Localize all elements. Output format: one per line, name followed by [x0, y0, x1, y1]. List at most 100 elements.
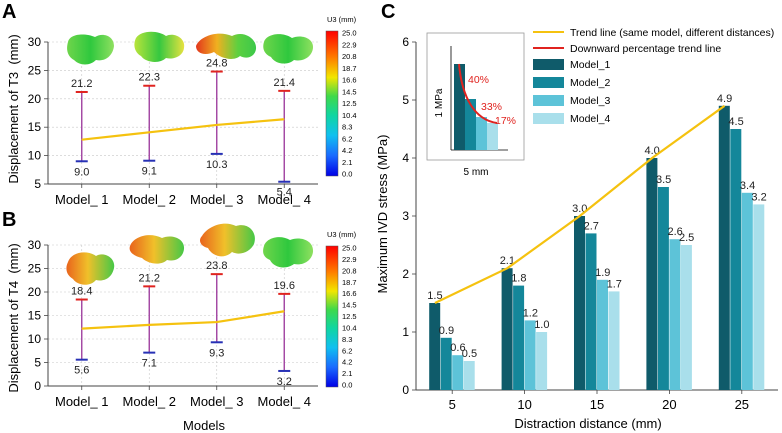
x-tick-label-a: Model_ 2: [123, 192, 176, 207]
colorbar-tick-a: 12.5: [342, 99, 357, 108]
colorbar-tick-b: 18.7: [342, 278, 357, 287]
bar-model-2: [513, 285, 525, 390]
y-tick-label-b: 0: [34, 379, 41, 393]
bar-model-2: [730, 129, 742, 390]
vertebra-render-b2: [129, 235, 185, 264]
y-tick-label-b: 15: [28, 309, 42, 323]
bar-model-3: [452, 355, 464, 390]
min-label-b: 3.2: [277, 376, 292, 388]
bar-label-model-4: 0.5: [462, 348, 477, 360]
bar-model-3: [741, 192, 753, 390]
colorbar-tick-a: 14.5: [342, 87, 357, 96]
max-label-a: 21.4: [274, 77, 295, 89]
bar-label-model-1: 4.9: [717, 93, 732, 105]
x-tick-label-b: Model_ 1: [55, 394, 108, 409]
bar-label-model-2: 0.9: [439, 325, 454, 337]
y-tick-label-c: 3: [402, 209, 409, 223]
y-tick-label-a: 10: [28, 149, 42, 163]
colorbar-tick-b: 4.2: [342, 358, 352, 367]
panel-b: B Displacement of T4 (mm) Models 0 5 10 15 2…: [2, 209, 357, 433]
legend-label-model-3: Model_3: [570, 95, 610, 107]
vertebra-render-a4: [263, 34, 314, 64]
max-label-b: 19.6: [274, 280, 295, 292]
colorbar-tick-b: 22.9: [342, 255, 357, 264]
colorbar-ticks-a: 25.0 22.9 20.8 18.7 16.6 14.5 12.5 10.4 8.3 6.2 4.…: [342, 29, 357, 179]
max-label-a: 21.2: [71, 78, 92, 90]
max-label-a: 24.8: [206, 58, 227, 70]
y-tick-label-a: 15: [28, 120, 42, 134]
trend-line-c: [434, 104, 726, 304]
bar-model-3: [524, 320, 536, 390]
colorbar-tick-a: 6.2: [342, 134, 352, 143]
vertebra-render-b4: [263, 237, 314, 268]
y-tick-label-b: 10: [28, 332, 42, 346]
panel-a: A Displacement of T3 (mm) 5 10 15 20 25 30 Mod…: [2, 1, 357, 207]
x-tick-label-c: 25: [735, 397, 749, 412]
bar-model-2: [585, 233, 597, 390]
legend-swatch-model-1: [533, 59, 564, 70]
plot-area-a: 5 10 15 20 25 30 Model_ 1 Model_ 2 Model_ 3 Model…: [28, 35, 318, 207]
colorbar-tick-a: 18.7: [342, 64, 357, 73]
bar-model-4: [536, 332, 548, 390]
colorbar-tick-a: 22.9: [342, 40, 357, 49]
y-axis-label-a: Displacement of T3 (mm): [6, 34, 21, 183]
x-tick-label-c: 20: [662, 397, 676, 412]
inset-bar-model-1: [454, 64, 465, 150]
bar-label-model-3: 1.2: [523, 307, 538, 319]
bar-model-4: [463, 361, 475, 390]
legend-label-downward: Downward percentage trend line: [570, 43, 721, 55]
bar-label-model-2: 4.5: [728, 116, 743, 128]
x-tick-label-b: Model_ 3: [190, 394, 243, 409]
inset-y-label: 1 MPa: [434, 88, 445, 117]
colorbar-tick-a: 20.8: [342, 52, 357, 61]
legend-label-model-1: Model_1: [570, 59, 610, 71]
min-label-a: 9.0: [74, 166, 89, 178]
mean-line-a: [81, 118, 285, 141]
legend-swatch-model-3: [533, 95, 564, 106]
inset-percent-2: 33%: [481, 101, 502, 113]
bar-model-3: [597, 279, 608, 390]
colorbar-title-b: U3 (mm): [327, 230, 357, 239]
x-tick-label-a: Model_ 3: [190, 192, 243, 207]
y-tick-label-a: 30: [28, 35, 42, 49]
plot-area-b: 0 5 10 15 20 25 30 Model_ 1 Model_ 2 Model_ 3 Mode…: [28, 238, 318, 409]
x-tick-label-c: 15: [590, 397, 604, 412]
min-label-a: 5.4: [277, 187, 292, 199]
colorbar-tick-a: 10.4: [342, 111, 357, 120]
legend-c: Trend line (same model, different distan…: [533, 27, 774, 125]
legend-swatch-model-4: [533, 113, 564, 124]
inset-percent-3: 17%: [495, 115, 516, 127]
max-label-b: 21.2: [139, 272, 160, 284]
colorbar-tick-b: 25.0: [342, 244, 357, 253]
bar-model-1: [718, 105, 730, 391]
colorbar-b: U3 (mm) 25.0 22.9 20.8 18.7 16.6 14.5 12.5 10.4…: [325, 230, 357, 390]
y-tick-label-a: 5: [34, 177, 41, 191]
max-label-b: 18.4: [71, 286, 92, 298]
bar-model-2: [440, 337, 452, 390]
colorbar-tick-b: 8.3: [342, 335, 352, 344]
panel-letter-a: A: [2, 1, 16, 23]
bar-model-4: [608, 291, 620, 390]
bar-label-model-3: 3.4: [740, 180, 755, 192]
x-tick-label-a: Model_ 1: [55, 192, 108, 207]
vertebra-render-b1: [66, 252, 115, 285]
bar-label-model-2: 1.8: [511, 273, 526, 285]
colorbar-tick-b: 16.6: [342, 289, 357, 298]
y-tick-label-c: 2: [402, 267, 409, 281]
colorbar-ticks-b: 25.0 22.9 20.8 18.7 16.6 14.5 12.5 10.4 8.3 6.2 4.…: [342, 244, 357, 390]
bar-model-4: [753, 204, 765, 390]
min-label-a: 9.1: [142, 166, 157, 178]
bar-label-model-2: 2.7: [584, 220, 599, 232]
min-label-b: 5.6: [74, 365, 89, 377]
bar-model-1: [429, 303, 441, 390]
colorbar-tick-b: 0.0: [342, 381, 352, 390]
bar-label-model-4: 3.2: [751, 191, 766, 203]
x-axis-label-b: Models: [183, 418, 225, 433]
x-tick-label-a: Model_ 4: [258, 192, 311, 207]
inset-downward-curve: [458, 63, 498, 124]
vertebra-render-a1: [67, 34, 114, 65]
vertebra-render-b3: [200, 223, 255, 257]
colorbar-tick-b: 6.2: [342, 346, 352, 355]
bar-model-1: [646, 158, 658, 390]
